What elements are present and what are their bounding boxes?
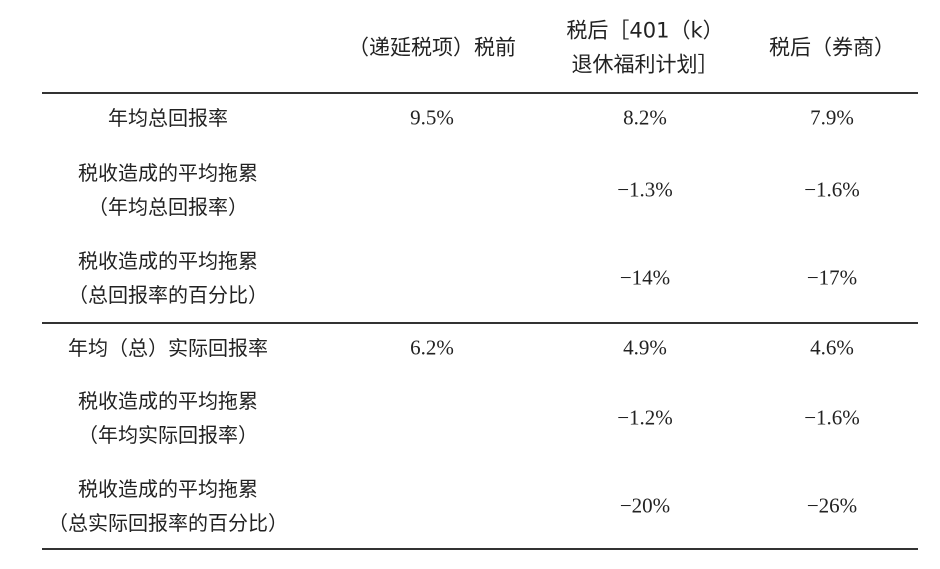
row-label: （年均总回报率）: [88, 195, 248, 219]
cell-value: −17%: [806, 265, 858, 290]
bottom-rule: [42, 548, 918, 550]
cell-value: −1.3%: [617, 177, 673, 202]
cell-value: −1.2%: [617, 405, 673, 430]
row-label: 年均（总）实际回报率: [68, 336, 268, 360]
header-rule: [42, 92, 918, 94]
section-rule: [42, 322, 918, 324]
row-label: （总回报率的百分比）: [68, 283, 268, 307]
cell-value: −1.6%: [804, 405, 860, 430]
cell-value: −1.6%: [804, 177, 860, 202]
row-label: （总实际回报率的百分比）: [48, 511, 288, 535]
cell-value: 4.9%: [623, 335, 667, 360]
row-label: 年均总回报率: [108, 106, 228, 130]
column-header: 税后［401（k）: [566, 18, 724, 43]
row-label: 税收造成的平均拖累: [78, 477, 258, 501]
column-header: 退休福利计划］: [571, 52, 719, 77]
cell-value: −14%: [619, 265, 671, 290]
cell-value: 4.6%: [810, 335, 854, 360]
row-label: 税收造成的平均拖累: [78, 249, 258, 273]
cell-value: 8.2%: [623, 105, 667, 130]
cell-value: −20%: [619, 493, 671, 518]
column-header: （递延税项）税前: [348, 35, 516, 60]
row-label: 税收造成的平均拖累: [78, 161, 258, 185]
cell-value: 6.2%: [410, 335, 454, 360]
column-header: 税后（券商）: [769, 35, 895, 60]
cell-value: 9.5%: [410, 105, 454, 130]
cell-value: −26%: [806, 493, 858, 518]
row-label: 税收造成的平均拖累: [78, 389, 258, 413]
cell-value: 7.9%: [810, 105, 854, 130]
row-label: （年均实际回报率）: [78, 423, 258, 447]
